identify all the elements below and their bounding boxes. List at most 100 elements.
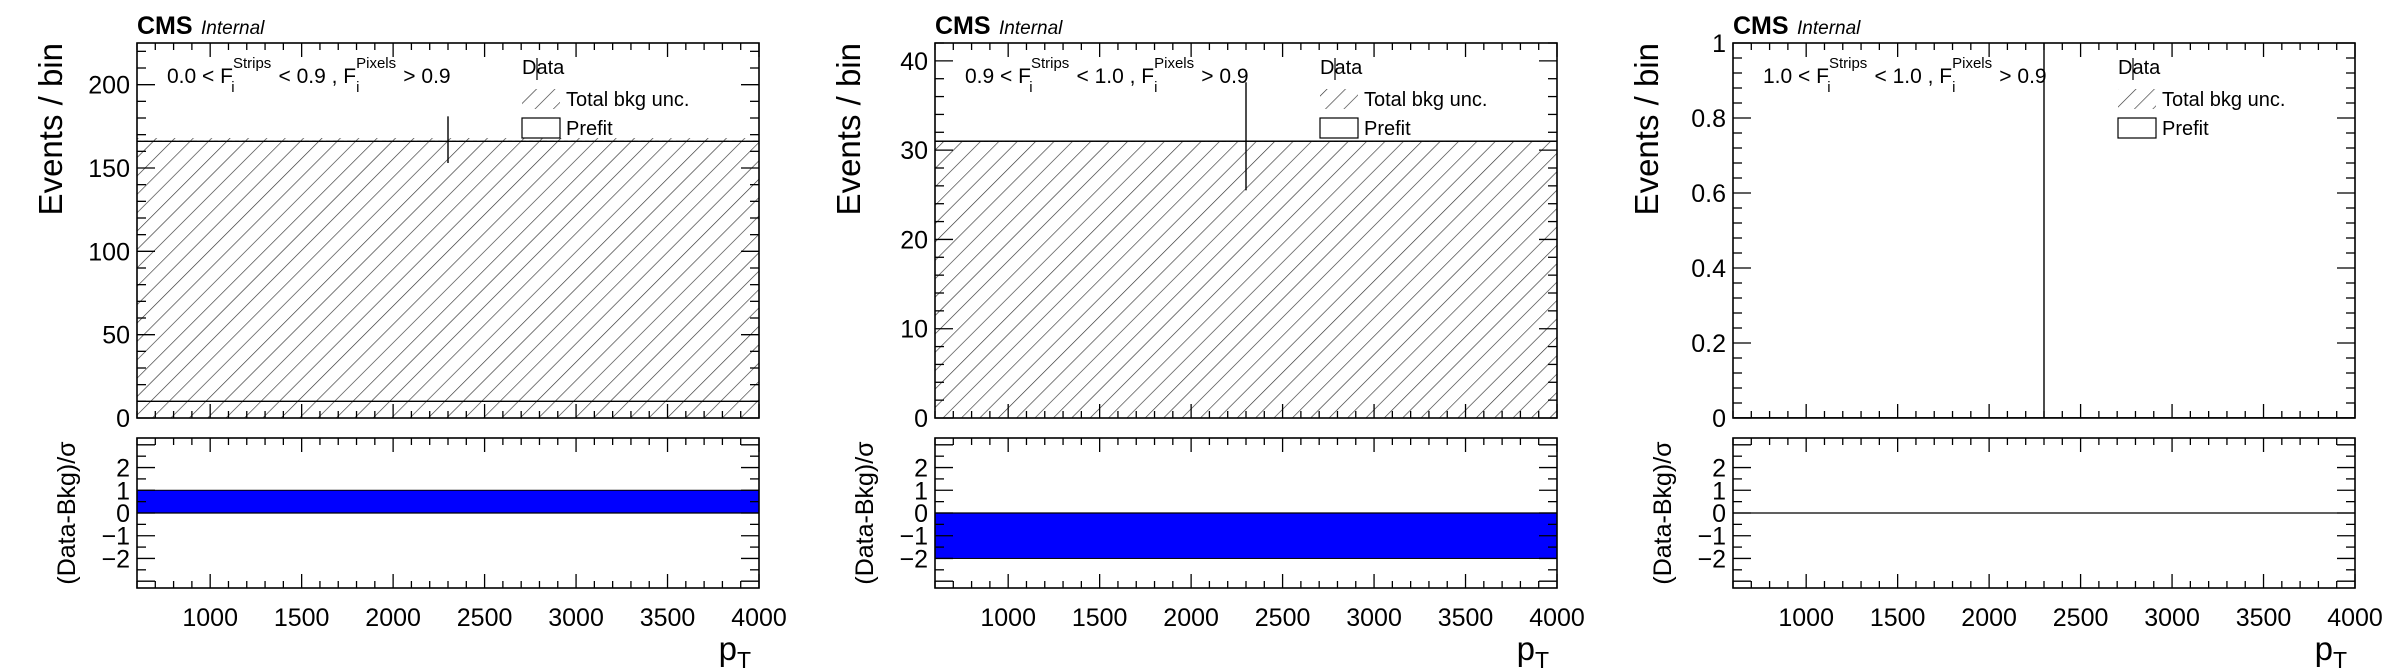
ratio-y-axis-title: (Data-Bkg)/σ <box>851 441 879 585</box>
x-axis-title-sub: T <box>2333 647 2347 672</box>
y-tick-label: 150 <box>88 155 130 183</box>
ratio-y-tick-label: 1 <box>116 477 130 505</box>
internal-label: Internal <box>999 18 1063 39</box>
ratio-y-tick-label: 1 <box>914 477 928 505</box>
x-axis-title-main: p <box>1517 630 1535 667</box>
legend-data: Data <box>2118 57 2161 79</box>
x-tick-label: 3500 <box>2236 604 2292 632</box>
y-tick-label: 200 <box>88 72 130 100</box>
legend-prefit: Prefit <box>2162 118 2209 140</box>
legend-unc-swatch <box>1320 89 1358 109</box>
ratio-y-tick-label: −2 <box>899 545 928 573</box>
region-label: 0.9 < FStrips i < 1.0 , FPixels i > 0.9 <box>965 55 1249 96</box>
y-tick-label: 0 <box>116 405 130 433</box>
ratio-y-tick-label: 2 <box>116 455 130 483</box>
y-tick-label: 0.2 <box>1691 330 1726 358</box>
region-sup-2: Pixels <box>1952 55 1992 72</box>
x-tick-label: 1500 <box>1870 604 1926 632</box>
ratio-y-tick-label: −2 <box>101 545 130 573</box>
region-sub-2: i <box>1154 79 1157 96</box>
cms-label: CMS <box>137 12 193 40</box>
cms-label: CMS <box>935 12 991 40</box>
legend-unc-swatch <box>522 89 560 109</box>
ratio-y-tick-label: −2 <box>1697 545 1726 573</box>
bkg-unc-band <box>137 138 759 418</box>
x-tick-label: 3000 <box>1346 604 1402 632</box>
region-text-right: > 0.9 <box>1195 65 1248 88</box>
region-label: 0.0 < FStrips i < 0.9 , FPixels i > 0.9 <box>167 55 451 96</box>
region-text-right: > 0.9 <box>1993 65 2046 88</box>
ratio-y-tick-label: −1 <box>899 523 928 551</box>
y-tick-label: 0.8 <box>1691 105 1726 133</box>
x-tick-label: 2000 <box>365 604 421 632</box>
y-axis-title: Events / bin <box>1628 43 1665 215</box>
x-axis-title-main: p <box>719 630 737 667</box>
region-text-left: 0.0 < F <box>167 65 233 88</box>
y-tick-label: 30 <box>900 137 928 165</box>
x-tick-label: 3500 <box>640 604 696 632</box>
region-text-middle: < 1.0 , F <box>1071 65 1154 88</box>
region-label: 1.0 < FStrips i < 1.0 , FPixels i > 0.9 <box>1763 55 2047 96</box>
internal-label: Internal <box>1797 18 1861 39</box>
x-tick-label: 4000 <box>2327 604 2383 632</box>
region-text-middle: < 0.9 , F <box>273 65 356 88</box>
legend-unc: Total bkg unc. <box>1364 89 1487 111</box>
ratio-y-tick-label: 1 <box>1712 477 1726 505</box>
region-sub-1: i <box>1827 79 1830 96</box>
ratio-y-tick-label: 0 <box>914 500 928 528</box>
x-axis-title-main: p <box>2315 630 2333 667</box>
ratio-y-tick-label: −1 <box>1697 523 1726 551</box>
y-tick-label: 20 <box>900 226 928 254</box>
region-text-left: 1.0 < F <box>1763 65 1829 88</box>
region-text-right: > 0.9 <box>397 65 450 88</box>
y-tick-label: 0.4 <box>1691 255 1726 283</box>
ratio-y-tick-label: 0 <box>1712 500 1726 528</box>
y-tick-label: 1 <box>1712 30 1726 58</box>
x-axis-title: pT <box>1517 630 1549 672</box>
x-axis-title-sub: T <box>737 647 751 672</box>
y-tick-label: 0 <box>914 405 928 433</box>
y-tick-label: 0 <box>1712 405 1726 433</box>
ratio-y-tick-label: 0 <box>116 500 130 528</box>
main-pad-content <box>935 82 1557 418</box>
x-tick-label: 4000 <box>731 604 787 632</box>
x-tick-label: 1500 <box>1072 604 1128 632</box>
x-tick-label: 3500 <box>1438 604 1494 632</box>
y-tick-label: 0.6 <box>1691 180 1726 208</box>
y-tick-label: 10 <box>900 316 928 344</box>
ratio-y-tick-label: 2 <box>1712 455 1726 483</box>
y-tick-label: 100 <box>88 238 130 266</box>
x-tick-label: 2500 <box>457 604 513 632</box>
x-tick-label: 1000 <box>182 604 238 632</box>
pull-bar <box>934 512 1558 559</box>
x-tick-label: 2500 <box>1255 604 1311 632</box>
region-text-middle: < 1.0 , F <box>1869 65 1952 88</box>
x-tick-label: 3000 <box>2144 604 2200 632</box>
main-pad-content <box>137 116 759 418</box>
main-pad-content <box>1733 43 2355 418</box>
region-sub-2: i <box>356 79 359 96</box>
ratio-y-axis-title: (Data-Bkg)/σ <box>53 441 81 585</box>
region-sub-1: i <box>1029 79 1032 96</box>
legend-prefit-swatch <box>1319 117 1359 139</box>
y-tick-label: 40 <box>900 48 928 76</box>
x-axis-title: pT <box>719 630 751 672</box>
region-sup-1: Strips <box>1031 55 1069 72</box>
ratio-y-tick-label: 2 <box>914 455 928 483</box>
x-tick-label: 2000 <box>1163 604 1219 632</box>
x-axis-title: pT <box>2315 630 2347 672</box>
y-axis-title: Events / bin <box>32 43 69 215</box>
legend-prefit: Prefit <box>1364 118 1411 140</box>
y-axis-title: Events / bin <box>830 43 867 215</box>
region-sup-2: Pixels <box>1154 55 1194 72</box>
x-tick-label: 1000 <box>980 604 1036 632</box>
legend-unc: Total bkg unc. <box>2162 89 2285 111</box>
region-sub-1: i <box>231 79 234 96</box>
ratio-y-tick-label: −1 <box>101 523 130 551</box>
ratio-y-axis-title: (Data-Bkg)/σ <box>1649 441 1677 585</box>
x-tick-label: 2000 <box>1961 604 2017 632</box>
internal-label: Internal <box>201 18 265 39</box>
region-sup-2: Pixels <box>356 55 396 72</box>
legend-prefit-swatch <box>521 117 561 139</box>
